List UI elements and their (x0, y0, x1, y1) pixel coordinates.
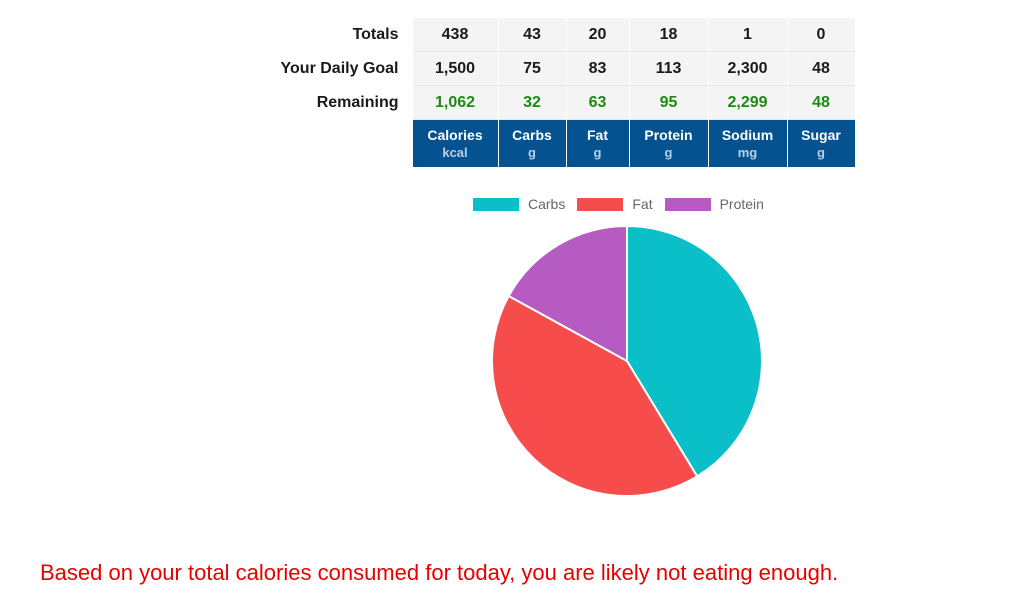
column-unit: kcal (442, 144, 468, 160)
macro-pie-chart (490, 224, 764, 498)
column-name: Carbs (512, 126, 552, 143)
column-header-protein: Protein g (629, 119, 709, 167)
column-unit: g (817, 144, 825, 160)
legend-item-carbs[interactable]: Carbs (473, 196, 565, 212)
goal-protein: 113 (629, 51, 709, 86)
totals-sugar: 0 (787, 18, 856, 52)
remaining-protein: 95 (629, 85, 709, 120)
totals-sodium: 1 (708, 18, 788, 52)
column-name: Calories (427, 126, 483, 143)
remaining-sodium: 2,299 (708, 85, 788, 120)
column-name: Protein (644, 126, 693, 143)
column-header-sugar: Sugar g (787, 119, 856, 167)
goal-sodium: 2,300 (708, 51, 788, 86)
totals-protein: 18 (629, 18, 709, 52)
calorie-warning-message: Based on your total calories consumed fo… (40, 560, 839, 585)
remaining-sugar: 48 (787, 85, 856, 120)
column-name: Fat (587, 126, 608, 143)
daily-goal-label: Your Daily Goal (0, 51, 413, 86)
pie-slice-fat[interactable] (491, 294, 699, 497)
chart-legend: Carbs Fat Protein (473, 196, 776, 212)
column-unit: g (593, 144, 602, 160)
column-header-sodium: Sodium mg (708, 119, 788, 167)
remaining-calories: 1,062 (412, 85, 499, 120)
totals-label: Totals (0, 18, 413, 52)
goal-sugar: 48 (787, 51, 856, 86)
column-unit: g (528, 144, 536, 160)
remaining-fat: 63 (566, 85, 630, 120)
legend-label-protein: Protein (719, 196, 764, 212)
goal-fat: 83 (566, 51, 630, 86)
remaining-label: Remaining (0, 85, 413, 120)
legend-swatch-fat (577, 197, 624, 211)
pie-slice-protein[interactable] (507, 224, 628, 363)
column-name: Sugar (801, 126, 841, 143)
remaining-carbs: 32 (498, 85, 567, 120)
goal-calories: 1,500 (412, 51, 499, 86)
remaining-row: Remaining 1,062 32 63 95 2,299 48 (0, 85, 856, 120)
legend-label-fat: Fat (632, 196, 653, 212)
totals-carbs: 43 (498, 18, 567, 52)
pie-chart-svg (491, 224, 763, 497)
legend-item-protein[interactable]: Protein (664, 196, 764, 212)
column-header-fat: Fat g (566, 119, 630, 167)
totals-fat: 20 (566, 18, 630, 52)
totals-calories: 438 (412, 18, 499, 52)
column-unit: g (664, 144, 673, 160)
header-spacer (0, 119, 413, 167)
column-header-row: Calories kcal Carbs g Fat g Protein g So… (0, 119, 856, 167)
legend-item-fat[interactable]: Fat (577, 196, 653, 212)
goal-carbs: 75 (498, 51, 567, 86)
nutrition-summary-table: Totals 438 43 20 18 1 0 Your Daily Goal … (0, 18, 856, 167)
legend-swatch-carbs (473, 197, 519, 211)
daily-goal-row: Your Daily Goal 1,500 75 83 113 2,300 48 (0, 51, 856, 86)
totals-row: Totals 438 43 20 18 1 0 (0, 18, 856, 52)
column-header-carbs: Carbs g (498, 119, 567, 167)
pie-slice-carbs[interactable] (626, 224, 763, 478)
legend-swatch-protein (664, 197, 711, 211)
column-name: Sodium (721, 126, 774, 143)
column-unit: mg (737, 144, 758, 160)
column-header-calories: Calories kcal (412, 119, 499, 167)
legend-label-carbs: Carbs (528, 196, 566, 212)
